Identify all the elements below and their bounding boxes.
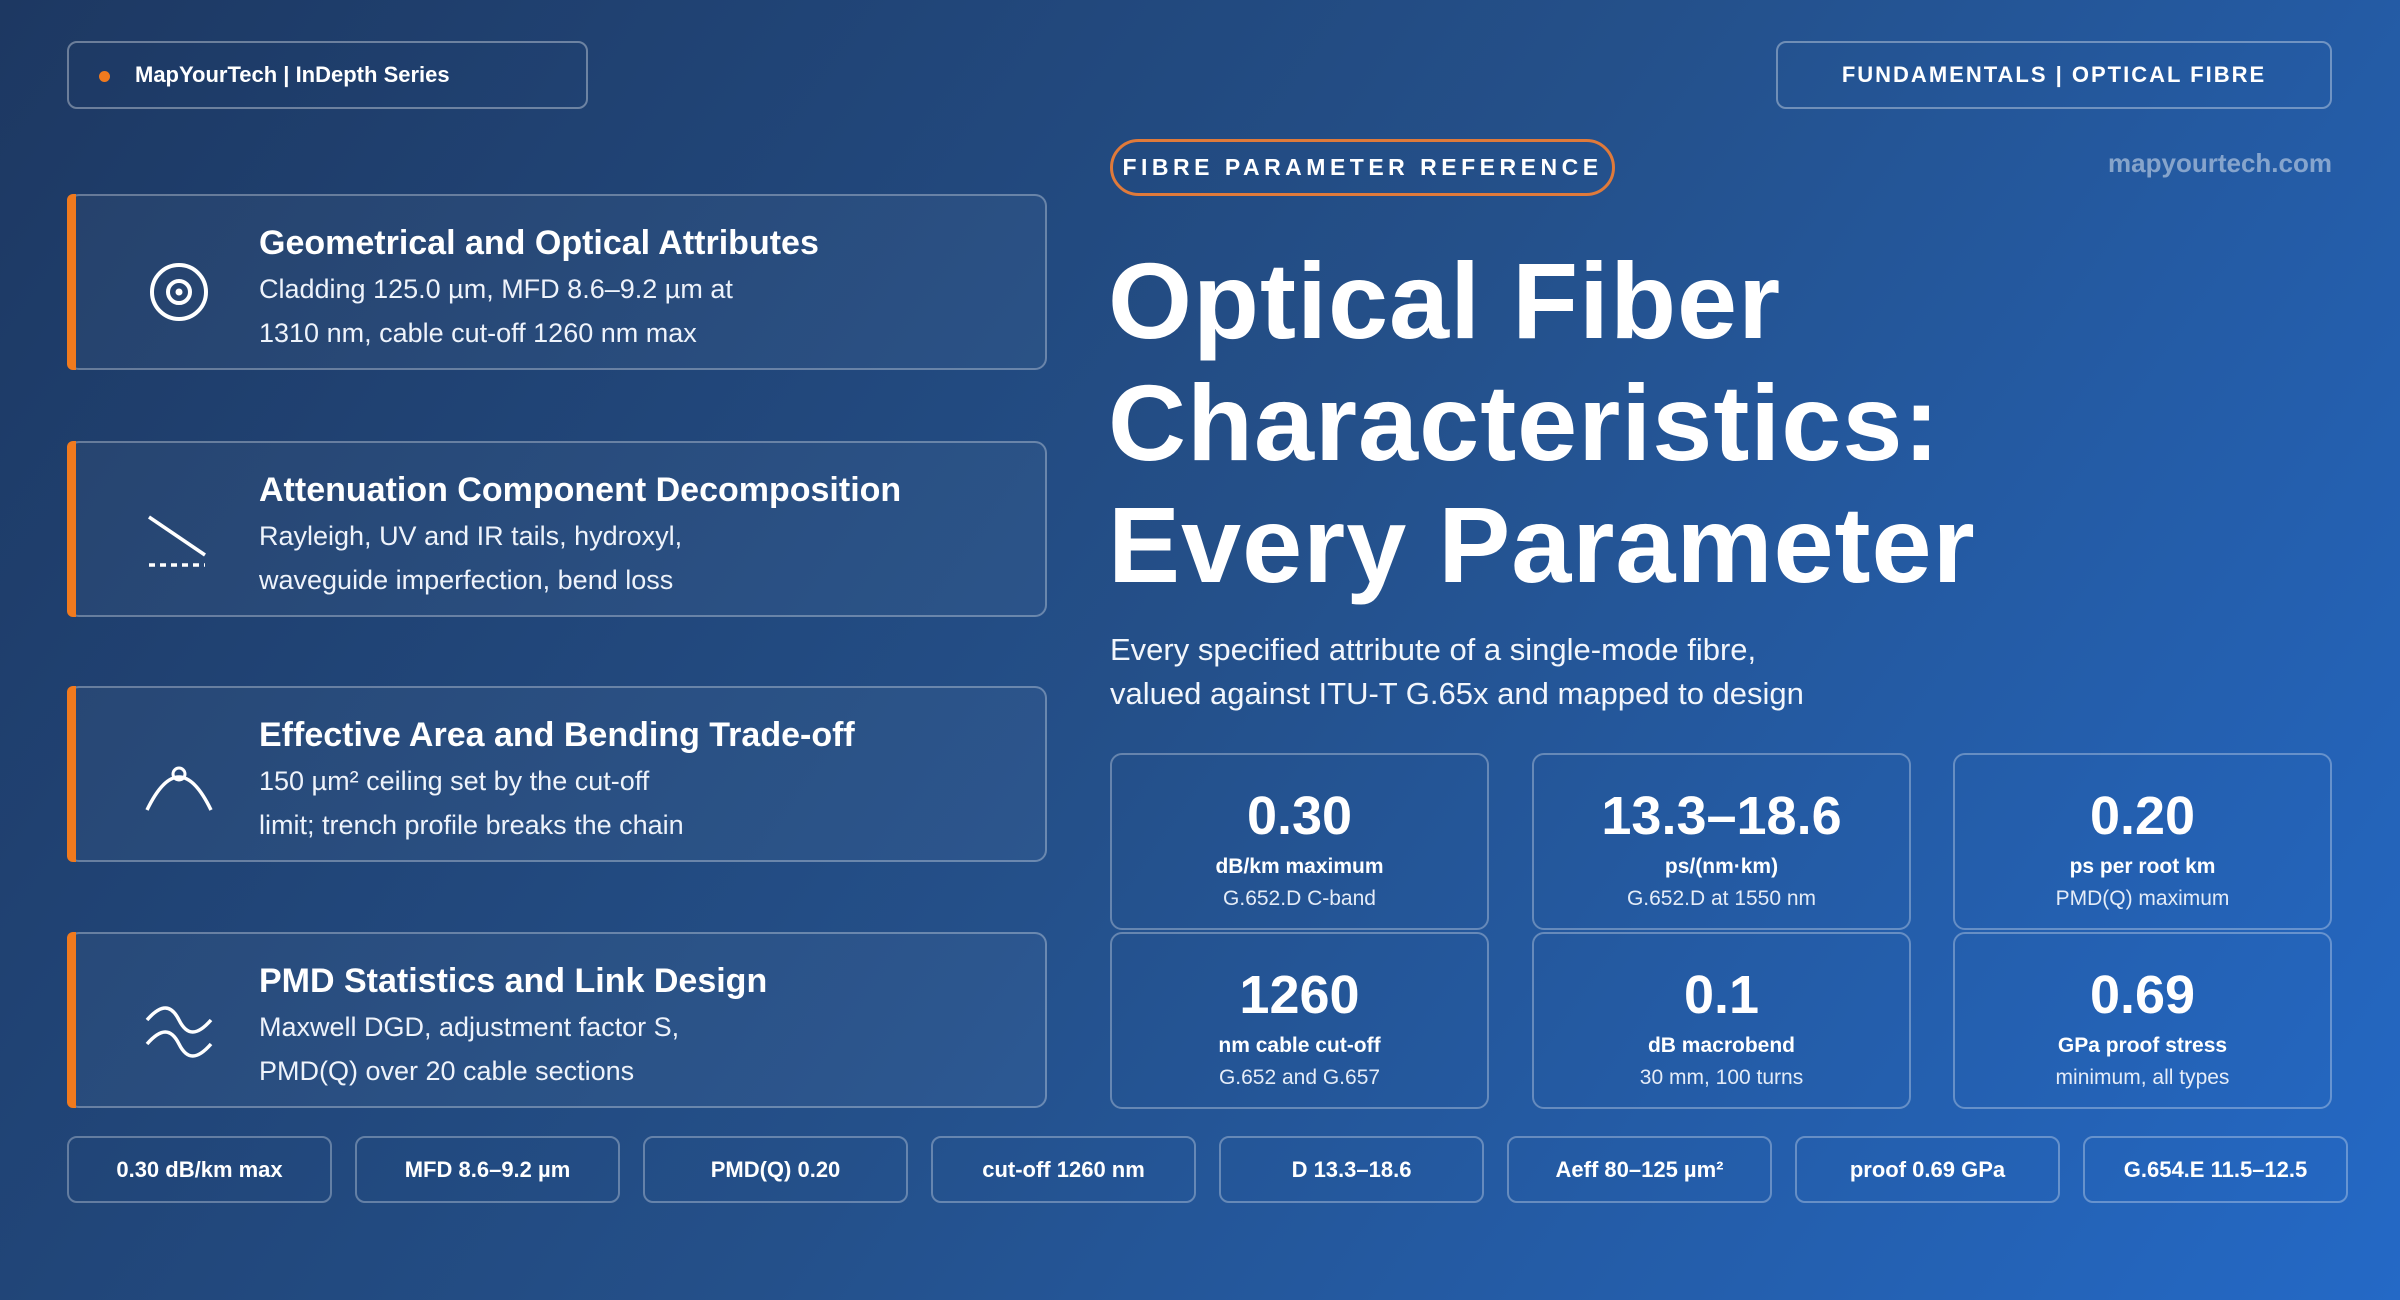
stat-note: G.652 and G.657 xyxy=(1218,1066,1381,1089)
brand-badge: MapYourTech | InDepth Series xyxy=(67,41,588,109)
stat-note: PMD(Q) maximum xyxy=(2055,887,2230,910)
stat-value: 0.30 xyxy=(1246,786,1353,846)
topic-heading: Effective Area and Bending Trade-off xyxy=(259,716,855,754)
site-url: mapyourtech.com xyxy=(2108,148,2332,178)
stat-note: G.652.D C-band xyxy=(1223,887,1376,910)
topic-text: Cladding 125.0 µm, MFD 8.6–9.2 µm at xyxy=(259,274,733,304)
stat-unit: ps/(nm·km) xyxy=(1664,855,1779,878)
tag: PMD(Q) 0.20 xyxy=(643,1136,908,1203)
stat-unit: dB macrobend xyxy=(1647,1034,1796,1057)
stat-card: 1260 nm cable cut-off G.652 and G.657 xyxy=(1110,932,1489,1109)
tag: MFD 8.6–9.2 µm xyxy=(355,1136,620,1203)
tag: proof 0.69 GPa xyxy=(1795,1136,2060,1203)
stat-card: 0.30 dB/km maximum G.652.D C-band xyxy=(1110,753,1489,930)
brand-dot xyxy=(99,71,110,82)
stat-card: 0.69 GPa proof stress minimum, all types xyxy=(1953,932,2332,1109)
topic-text: Rayleigh, UV and IR tails, hydroxyl, xyxy=(259,521,683,551)
stat-unit: nm cable cut-off xyxy=(1218,1034,1381,1057)
topic-icon xyxy=(148,515,206,567)
stat-unit: dB/km maximum xyxy=(1215,855,1384,878)
stat-unit: GPa proof stress xyxy=(2057,1034,2228,1057)
tag: 0.30 dB/km max xyxy=(67,1136,332,1203)
title-line: Characteristics: xyxy=(1108,362,1941,483)
tag: Aeff 80–125 µm² xyxy=(1507,1136,1772,1203)
topic-card: Attenuation Component Decomposition Rayle… xyxy=(67,441,1047,617)
topic-heading: PMD Statistics and Link Design xyxy=(259,962,768,1000)
topic-text: 1310 nm, cable cut-off 1260 nm max xyxy=(259,318,697,348)
stat-value: 0.69 xyxy=(2089,965,2196,1025)
section: FUNDAMENTALS | OPTICAL FIBRE xyxy=(1841,62,2267,87)
subtitle-line: valued against ITU-T G.65x and mapped to… xyxy=(1110,676,1804,711)
tag: D 13.3–18.6 xyxy=(1219,1136,1484,1203)
topic-card: Effective Area and Bending Trade-off 150 … xyxy=(67,686,1047,862)
tag: G.654.E 11.5–12.5 xyxy=(2083,1136,2348,1203)
stat-value: 0.1 xyxy=(1683,965,1760,1025)
section-badge: FUNDAMENTALS | OPTICAL FIBRE xyxy=(1776,41,2332,109)
stat-card: 0.1 dB macrobend 30 mm, 100 turns xyxy=(1532,932,1911,1109)
title: Optical Fiber Characteristics: Every Param… xyxy=(1108,240,1976,606)
stat-note: 30 mm, 100 turns xyxy=(1639,1066,1804,1089)
topic-heading: Geometrical and Optical Attributes xyxy=(259,224,819,262)
topic-text: limit; trench profile breaks the chain xyxy=(259,810,684,840)
topic-icon xyxy=(145,766,213,811)
stat-value: 13.3–18.6 xyxy=(1601,786,1842,846)
stat-card: 0.20 ps per root km PMD(Q) maximum xyxy=(1953,753,2332,930)
topic-heading: Attenuation Component Decomposition xyxy=(259,471,902,509)
subtitle-line: Every specified attribute of a single-mo… xyxy=(1110,632,1757,667)
title-line: Optical Fiber xyxy=(1108,240,1782,361)
topic-card: Geometrical and Optical Attributes Claddi… xyxy=(67,194,1047,370)
stat-unit: ps per root km xyxy=(2069,855,2216,878)
stat-value: 0.20 xyxy=(2089,786,2196,846)
stat-note: minimum, all types xyxy=(2055,1066,2230,1089)
topic-text: 150 µm² ceiling set by the cut-off xyxy=(259,766,650,796)
topic-card: PMD Statistics and Link Design Maxwell DG… xyxy=(67,932,1047,1108)
stat-value: 1260 xyxy=(1239,965,1360,1025)
title-line: Every Parameter xyxy=(1108,484,1976,605)
stat-card: 13.3–18.6 ps/(nm·km) G.652.D at 1550 nm xyxy=(1532,753,1911,930)
eyebrow: FIBRE PARAMETER REFERENCE xyxy=(1110,139,1615,196)
subtitle: Every specified attribute of a single-mo… xyxy=(1110,628,1804,716)
topic-text: Maxwell DGD, adjustment factor S, xyxy=(259,1012,680,1042)
accent-bar xyxy=(67,932,76,1108)
tag: cut-off 1260 nm xyxy=(931,1136,1196,1203)
topic-text: waveguide imperfection, bend loss xyxy=(259,565,674,595)
eyebrow-text: FIBRE PARAMETER REFERENCE xyxy=(1122,154,1603,180)
topic-icon xyxy=(150,263,208,321)
topic-text: PMD(Q) over 20 cable sections xyxy=(259,1056,635,1086)
accent-bar xyxy=(67,194,76,370)
stat-note: G.652.D at 1550 nm xyxy=(1626,887,1817,910)
accent-bar xyxy=(67,686,76,862)
brand: MapYourTech | InDepth Series xyxy=(135,62,450,87)
accent-bar xyxy=(67,441,76,617)
topic-icon xyxy=(145,1006,213,1058)
